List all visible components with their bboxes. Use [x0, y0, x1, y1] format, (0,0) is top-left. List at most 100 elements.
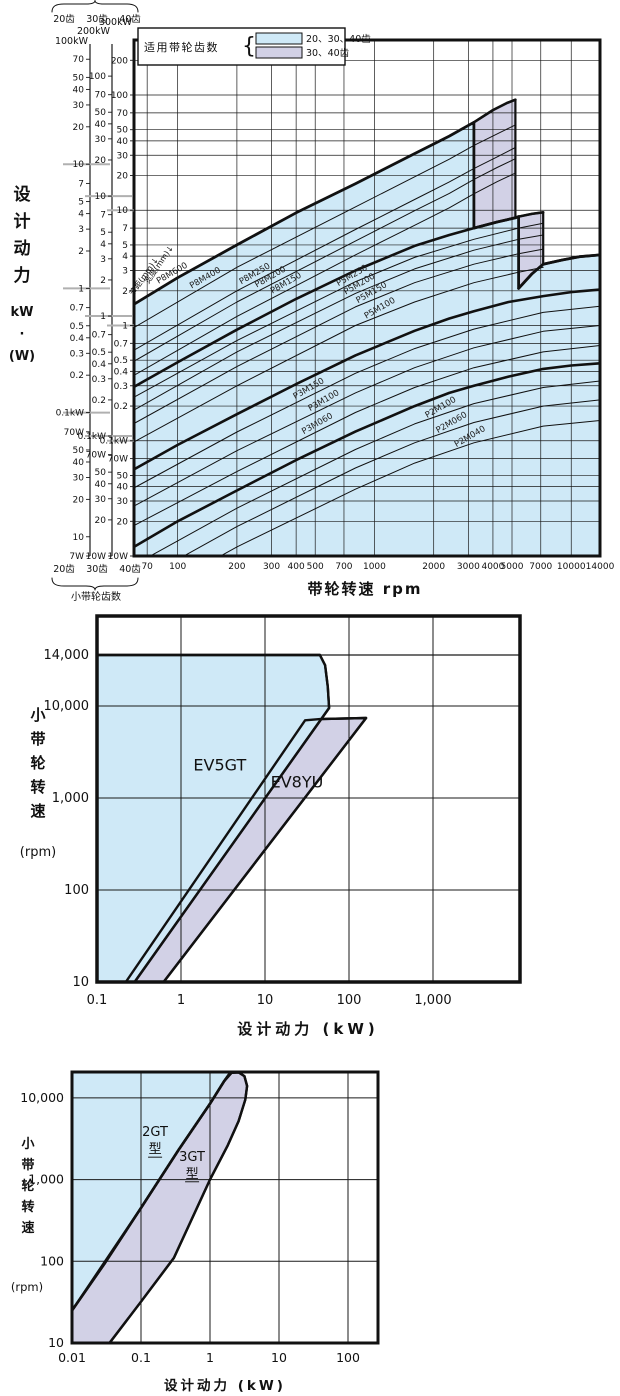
- scale-tick-label: 7: [78, 179, 84, 189]
- x-tick-label: 100: [169, 562, 186, 572]
- x-tick-label: 10: [257, 993, 274, 1008]
- y-tick-label: 100: [40, 1253, 64, 1268]
- scale-tick-label: 1: [122, 321, 128, 331]
- chart1-regions: [134, 98, 600, 556]
- legend-item-label: 20、30、40齿: [306, 34, 371, 45]
- boundary-5M-bottom: [517, 253, 600, 290]
- chart2-y-title-char: 小: [30, 706, 45, 724]
- x-tick-label: 10: [271, 1350, 287, 1365]
- scale-tick-label: 1: [78, 284, 84, 294]
- scale-cap-label: 300kW: [99, 17, 133, 28]
- chart1-frame: [132, 38, 602, 558]
- curve-P8M150: [134, 172, 516, 376]
- top-teeth-label: 30齿: [86, 14, 108, 25]
- bottom-teeth-label: 40齿: [119, 564, 141, 575]
- x-tick-label: 4000: [481, 562, 504, 572]
- curve-P8M400: [134, 124, 516, 329]
- scale-tick-label: 0.4: [114, 367, 129, 377]
- scale-tick-label: 10: [95, 192, 107, 202]
- scale-tick-label: 0.2: [70, 371, 84, 381]
- x-tick-label: 1: [206, 1350, 214, 1365]
- scale-tick-label: 200: [111, 56, 128, 66]
- scale-tick-label: 1: [100, 312, 106, 322]
- scale-tick-label: 30: [95, 135, 107, 145]
- scale-tick-label: 3: [122, 267, 128, 277]
- scale-tick-label: 0.5: [92, 348, 106, 358]
- bottom-teeth-label: 20齿: [53, 564, 75, 575]
- scale-30齿: 1007050403020107543210.70.50.40.30.20.1k…: [77, 26, 132, 562]
- scale-tick-label: 40: [73, 85, 85, 95]
- x-tick-label: 400: [288, 562, 305, 572]
- x-tick-label: 5000: [501, 562, 524, 572]
- legend-swatch-blue: [255, 32, 303, 45]
- curve-P2M060: [182, 399, 600, 556]
- curve-P2M100: [149, 380, 600, 556]
- scale-tick-label: 5: [78, 198, 84, 208]
- legend-box: [137, 27, 346, 66]
- scale-tick-label: 4: [78, 210, 84, 220]
- scale-tick-label: 20: [95, 516, 107, 526]
- scale-tick-label: 10W: [108, 552, 128, 562]
- small-pulley-teeth-label: 小带轮齿数: [71, 590, 121, 603]
- scale-tick-label: 20: [117, 517, 129, 527]
- scale-tick-label: 2: [78, 247, 84, 257]
- chart2-ev5gt-ev8yu-range: EV8YU EV5GT 10 100 1,000 10,000 14,000 0.1 1 10 10…: [20, 614, 522, 1038]
- chart3-y-title-char: 轮: [21, 1178, 34, 1194]
- scale-tick-label: 0.7: [114, 339, 128, 349]
- region-label-ev5gt: EV5GT: [193, 755, 246, 774]
- top-teeth-label: 40齿: [119, 14, 141, 25]
- x-tick-label: 10000: [557, 562, 586, 572]
- y-title-char: 力: [14, 265, 31, 286]
- x-tick-label: 7000: [529, 562, 552, 572]
- scale-tick-label: 30: [73, 474, 85, 484]
- chart1-x-title: 带轮转速 rpm: [308, 580, 423, 598]
- scale-tick-label: 2: [122, 287, 128, 297]
- scale-tick-label: 5: [100, 228, 106, 238]
- x-tick-label: 1,000: [414, 993, 451, 1008]
- scale-tick-label: 50: [95, 468, 107, 478]
- chart1-curves: [134, 98, 600, 556]
- outline-ev5gt: [95, 653, 331, 984]
- curve-P2M040: [219, 420, 600, 556]
- region-label-2gt: 2GT: [142, 1125, 168, 1140]
- y-title-unit: ·: [20, 327, 25, 342]
- chart3-frame: [70, 1070, 380, 1345]
- boundary-3M-2M: [134, 362, 600, 549]
- chart2-y-title-char: 转: [30, 778, 45, 796]
- scale-tick-label: 0.3: [92, 375, 106, 385]
- scale-tick-label: 50: [95, 108, 107, 118]
- scale-tick-label: 0.3: [114, 382, 128, 392]
- scale-tick-label: 0.2: [92, 396, 106, 406]
- scale-tick-label: 0.5: [70, 322, 84, 332]
- scale-tick-label: 30: [73, 101, 85, 111]
- boundary-5M-3M: [134, 288, 600, 471]
- y-title-char: 计: [14, 211, 31, 232]
- scale-40齿: 2001007050403020107543210.70.50.40.30.20…: [99, 17, 134, 562]
- scale-tick-label: 40: [117, 137, 129, 147]
- scale-tick-label: 30: [95, 495, 107, 505]
- y-tick-label: 10: [72, 975, 89, 990]
- region-label2-2gt: 型: [149, 1142, 162, 1157]
- boundary-8M-5M: [134, 211, 545, 389]
- y-tick-label: 1,000: [52, 791, 89, 806]
- scale-tick-label: 20: [117, 172, 129, 182]
- curve-P3M100: [134, 325, 600, 507]
- y-title-char: 设: [14, 185, 31, 205]
- top-brace: [51, 0, 139, 13]
- x-tick-label: 0.01: [58, 1350, 86, 1365]
- curve-P3M150: [134, 305, 600, 489]
- scale-tick-label: 100: [89, 72, 106, 82]
- chart1-legend: 适用带轮齿数 {20、30、40齿 30、40齿: [137, 27, 371, 66]
- x-tick-label: 100: [336, 1350, 360, 1365]
- scale-tick-label: 40: [95, 480, 107, 490]
- chart2-x-title: 设计动力 (kW): [237, 1020, 378, 1038]
- scale-tick-label: 0.2: [114, 402, 128, 412]
- top-teeth-label: 20齿: [53, 14, 75, 25]
- scale-tick-label: 20: [95, 156, 107, 166]
- scale-tick-label: 10W: [86, 552, 106, 562]
- y-tick-label: 100: [64, 883, 89, 898]
- bottom-brace: [51, 577, 139, 591]
- scale-tick-label: 50: [117, 126, 129, 136]
